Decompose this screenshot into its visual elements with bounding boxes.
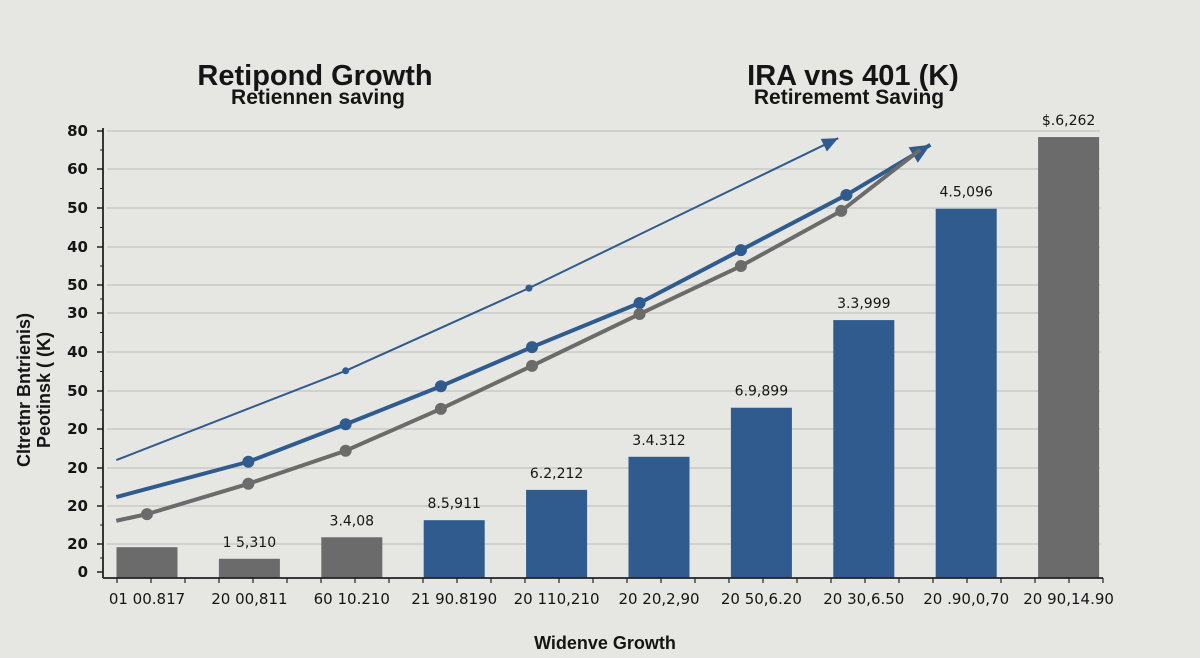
y-tick-label: 40: [67, 238, 88, 256]
bar-value-label: 6.2,212: [530, 466, 583, 482]
x-tick-label: 20 110,210: [514, 590, 600, 608]
series-marker: [633, 296, 646, 309]
series-marker: [840, 188, 853, 201]
bar: [218, 558, 280, 578]
y-tick-label: 20: [67, 535, 88, 553]
series-marker: [734, 244, 747, 257]
bar-value-label: 3.4.312: [632, 433, 685, 449]
bar: [833, 320, 895, 578]
y-tick-label: 20: [67, 459, 88, 477]
y-tick-label: 20: [67, 497, 88, 515]
series-marker: [835, 204, 848, 217]
bar: [628, 456, 690, 578]
bar: [526, 489, 588, 578]
bar-value-label: 6.9,899: [735, 384, 788, 400]
bar: [730, 407, 792, 578]
x-tick-label: 20 20,2,90: [618, 590, 699, 608]
y-tick-label: 30: [67, 304, 88, 322]
bar-value-label: $.6,262: [1042, 113, 1095, 129]
y-tick-label: 50: [67, 382, 88, 400]
y-tick-label: 80: [67, 122, 88, 140]
y-axis-label-line2: Peotinsk ( (K): [34, 332, 54, 448]
bar-value-label: 8.5,911: [427, 496, 480, 512]
chart-subtitle-left: Retiennen saving: [231, 86, 405, 109]
series-marker: [434, 402, 447, 415]
y-tick-label: 40: [67, 343, 88, 361]
series-line: [115, 137, 839, 462]
bar-value-label: 1 5,310: [223, 535, 276, 551]
series-marker: [734, 260, 747, 273]
lines: [115, 137, 932, 523]
series-marker: [434, 380, 447, 393]
series-marker: [526, 341, 539, 354]
arrowhead-icon: [820, 138, 839, 152]
x-tick-label: 20 90,14.90: [1023, 590, 1114, 608]
series-line: [115, 143, 932, 499]
x-tick-label: 20 00,811: [211, 590, 287, 608]
x-tick-label: 20 .90,0,70: [923, 590, 1009, 608]
x-tick-label: 01 00.817: [109, 590, 185, 608]
y-tick-label: 50: [67, 199, 88, 217]
series-marker: [342, 367, 350, 375]
series-marker: [633, 308, 646, 321]
chart-title-right: IRA vns 401 (K): [747, 60, 959, 92]
y-tick-label: 50: [67, 276, 88, 294]
y-tick-label: 0: [78, 563, 88, 581]
bar-value-label: 3.3,999: [837, 296, 890, 312]
y-axis-label-line1: Cltretnr Bntrienis): [14, 313, 34, 467]
bar-value-label: 4.5,096: [939, 185, 993, 201]
series-marker: [141, 508, 153, 521]
chart-subtitle-right: Retirememt Saving: [754, 86, 944, 109]
series-marker: [525, 284, 533, 292]
bar: [1038, 137, 1100, 578]
bar: [116, 547, 178, 578]
bar: [321, 537, 383, 578]
series-marker: [242, 455, 255, 468]
series-marker: [339, 418, 352, 431]
bar: [935, 208, 997, 578]
series-marker: [526, 359, 539, 372]
series-line: [115, 148, 922, 523]
x-axis-label: Widenve Growth: [534, 633, 676, 653]
bar: [423, 520, 485, 578]
arrowhead-icon: [908, 144, 931, 163]
axes: 80 60 50 40 50 30 40 50 20 20 20 20 0 01 00.817 20 00,…: [67, 122, 1114, 608]
series-marker: [339, 444, 352, 457]
bars: 1 5,310 3.4,08 8.5,911 6.2,212 3.4.312 6.9,89…: [116, 113, 1100, 578]
x-tick-label: 21 90.8190: [411, 590, 497, 608]
gridlines: [107, 130, 1100, 545]
chart-title-left: Retipond Growth: [197, 60, 432, 92]
series-marker: [242, 477, 255, 490]
x-tick-label: 20 50,6.20: [721, 590, 802, 608]
y-tick-label: 20: [67, 420, 88, 438]
x-tick-label: 20 30,6.50: [823, 590, 904, 608]
y-tick-label: 60: [67, 160, 88, 178]
bar-value-label: 3.4,08: [330, 513, 375, 529]
x-tick-label: 60 10.210: [314, 590, 390, 608]
